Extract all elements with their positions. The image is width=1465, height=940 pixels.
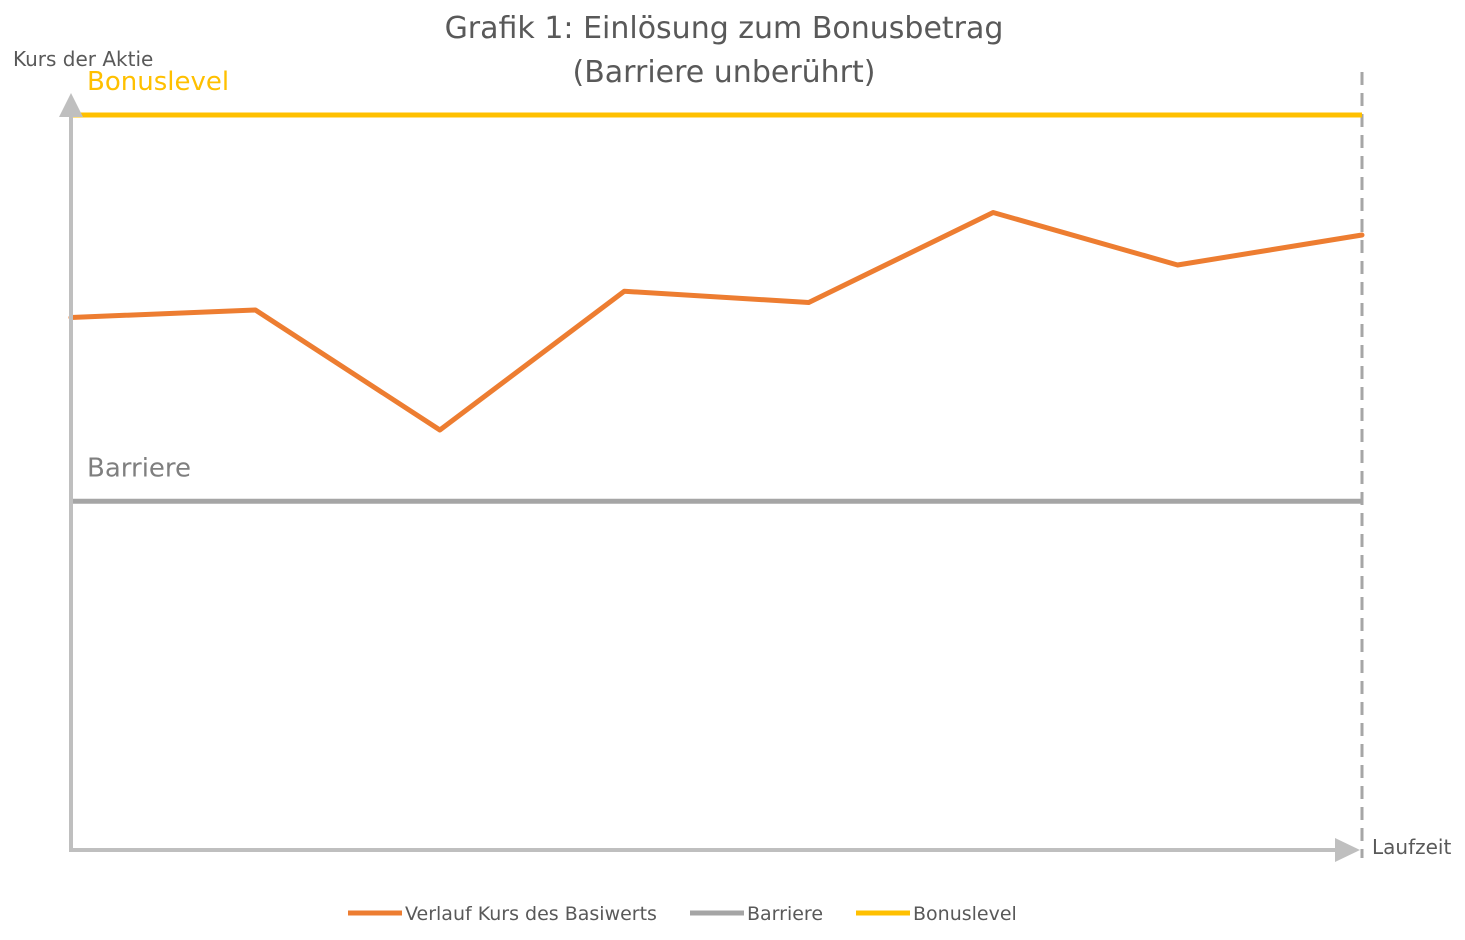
y-axis-arrowhead-icon: [59, 93, 83, 117]
axes: [59, 93, 1360, 862]
series-lines: [68, 210, 1365, 433]
legend-label-2: Bonuslevel: [913, 903, 1017, 925]
chart-subtitle: (Barriere unberührt): [573, 55, 876, 90]
series-line-0: [68, 210, 1365, 433]
reference-lines: Barriere Bonuslevel: [71, 67, 1362, 504]
legend-label-1: Barriere: [747, 903, 823, 925]
x-axis-arrowhead-icon: [1335, 838, 1360, 862]
chart-title: Grafik 1: Einlösung zum Bonusbetrag: [445, 11, 1004, 46]
reference-label-barriere: Barriere: [87, 453, 191, 483]
x-axis-label: Laufzeit: [1372, 835, 1451, 859]
legend: Verlauf Kurs des Basiwerts Barriere Bonusl…: [348, 903, 1017, 925]
reference-label-bonuslevel: Bonuslevel: [87, 67, 229, 97]
y-axis-label: Kurs der Aktie: [13, 47, 153, 71]
legend-label-0: Verlauf Kurs des Basiwerts: [405, 903, 657, 925]
